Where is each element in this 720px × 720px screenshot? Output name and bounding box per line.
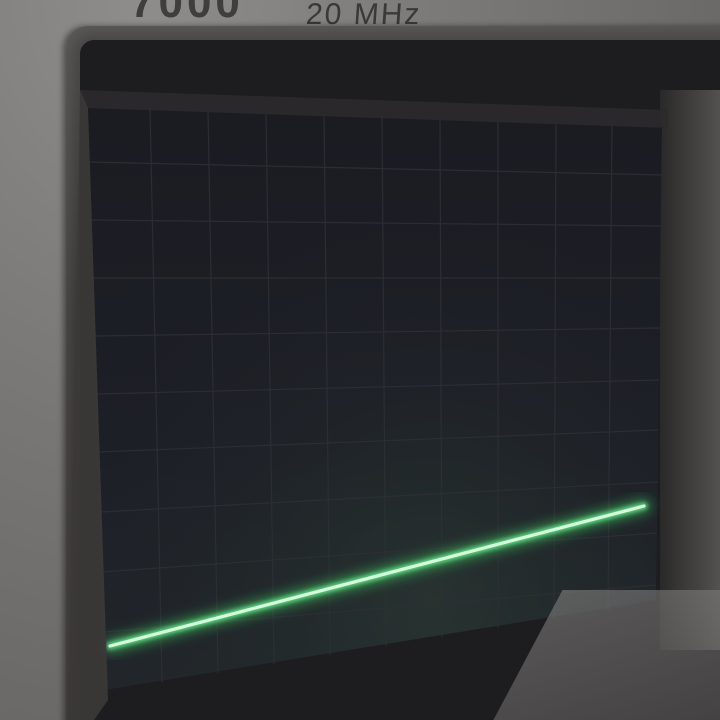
trace-line bbox=[108, 504, 646, 648]
graticule bbox=[87, 107, 663, 683]
model-label: 7000 bbox=[130, 0, 244, 27]
case-right-side bbox=[660, 90, 720, 650]
